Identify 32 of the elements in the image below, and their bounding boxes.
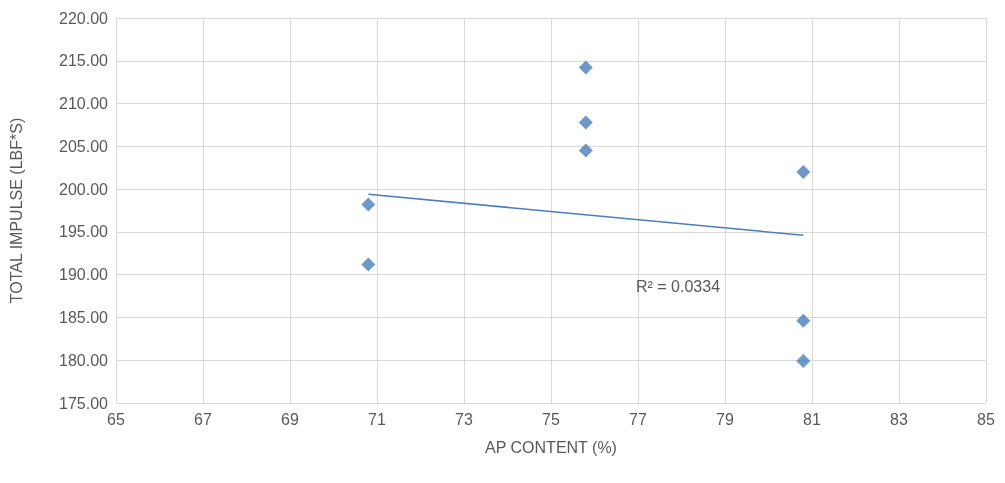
y-tick-label: 185.00 xyxy=(59,308,109,326)
x-tick-label: 83 xyxy=(890,410,908,428)
y-tick-label: 205.00 xyxy=(59,137,109,155)
point xyxy=(796,165,811,179)
point xyxy=(796,313,811,328)
y-tick-label: 220.00 xyxy=(59,9,109,27)
point xyxy=(578,60,593,75)
point xyxy=(578,143,593,158)
y-tick-label: 180.00 xyxy=(59,351,109,369)
y-axis-title: TOTAL IMPULSE (LBF*S) xyxy=(7,117,25,304)
x-tick-label: 71 xyxy=(368,410,386,428)
x-tick-label: 67 xyxy=(194,410,212,428)
x-tick-label: 75 xyxy=(542,410,560,428)
point xyxy=(361,257,376,272)
x-tick-label: 73 xyxy=(455,410,473,428)
y-tick-label: 190.00 xyxy=(59,266,109,284)
x-axis-title: AP CONTENT (%) xyxy=(485,438,617,456)
x-tick-label: 77 xyxy=(629,410,647,428)
point xyxy=(361,197,376,212)
y-tick-label: 200.00 xyxy=(59,180,109,198)
y-tick-label: 210.00 xyxy=(59,95,109,113)
y-tick-label: 175.00 xyxy=(59,394,109,412)
annotation: R² = 0.0334 xyxy=(636,277,721,295)
point xyxy=(796,354,811,369)
x-tick-label: 81 xyxy=(803,410,821,428)
x-tick-label: 69 xyxy=(281,410,299,428)
x-tick-label: 79 xyxy=(716,410,734,428)
y-tick-label: 215.00 xyxy=(59,52,109,70)
point xyxy=(578,115,593,130)
x-tick-label: 85 xyxy=(977,410,995,428)
x-tick-label: 65 xyxy=(107,410,125,428)
y-tick-label: 195.00 xyxy=(59,223,109,241)
